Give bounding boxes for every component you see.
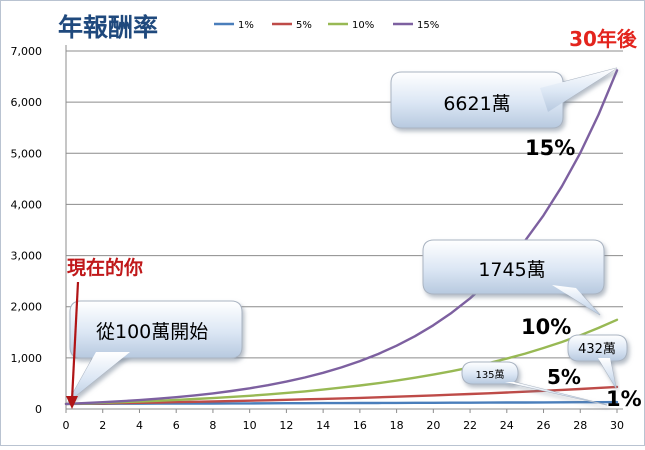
x-tick-label: 24	[500, 419, 514, 432]
series-line-10pct	[64, 318, 619, 406]
x-tick-label: 14	[316, 419, 330, 432]
now-label: 現在的你	[67, 256, 143, 279]
legend-label: 5%	[296, 20, 312, 31]
y-tick-label: 5,000	[11, 147, 43, 160]
x-tick-label: 8	[209, 419, 216, 432]
years-label: 30年後	[569, 27, 638, 51]
x-tick-label: 18	[390, 419, 404, 432]
callout-start-text: 從100萬開始	[96, 321, 208, 343]
callout-135	[461, 361, 519, 385]
x-tick-label: 12	[279, 419, 293, 432]
callout-135-text: 135萬	[475, 368, 504, 381]
pct-label-10: 10%	[521, 315, 571, 339]
series-line-5pct	[64, 385, 619, 406]
y-tick-label: 1,000	[11, 352, 43, 365]
legend-label: 1%	[238, 20, 254, 31]
x-tick-label: 10	[243, 419, 257, 432]
pct-label-1: 1%	[606, 387, 642, 411]
callout-432	[567, 334, 628, 362]
x-tick-label: 2	[99, 419, 106, 432]
callout-135-pointer-fill	[505, 382, 607, 405]
callout-start-pointer-fill	[68, 352, 130, 402]
x-tick-label: 30	[610, 419, 624, 432]
y-tick-label: 6,000	[11, 96, 43, 109]
legend-label: 10%	[352, 20, 374, 31]
x-tick-label: 22	[463, 419, 477, 432]
pct-label-15: 15%	[525, 136, 575, 160]
pct-label-5: 5%	[547, 365, 581, 389]
callout-6621-text: 6621萬	[443, 93, 510, 115]
y-tick-label: 3,000	[11, 250, 43, 263]
y-tick-label: 0	[35, 403, 42, 416]
now-arrow-head	[66, 396, 78, 409]
y-tick-label: 7,000	[11, 45, 43, 58]
callout-6621	[390, 71, 564, 129]
x-tick-label: 26	[537, 419, 551, 432]
y-tick-label: 2,000	[11, 301, 43, 314]
callout-1745	[422, 239, 605, 295]
x-tick-label: 0	[63, 419, 70, 432]
y-tick-label: 4,000	[11, 198, 43, 211]
chart-title: 年報酬率	[58, 13, 158, 42]
callout-432-pointer-fill	[598, 358, 616, 388]
x-tick-label: 28	[573, 419, 587, 432]
callout-1745-pointer-fill	[552, 285, 600, 315]
callout-6621-pointer-fill	[540, 68, 617, 112]
callout-432-text: 432萬	[578, 342, 616, 357]
legend-label: 15%	[417, 20, 439, 31]
x-tick-label: 6	[173, 419, 180, 432]
callout-1745-text: 1745萬	[478, 259, 545, 281]
x-tick-label: 16	[353, 419, 367, 432]
now-arrow-line	[70, 281, 80, 401]
callout-start	[69, 300, 243, 359]
x-tick-label: 20	[426, 419, 440, 432]
x-tick-label: 4	[136, 419, 143, 432]
